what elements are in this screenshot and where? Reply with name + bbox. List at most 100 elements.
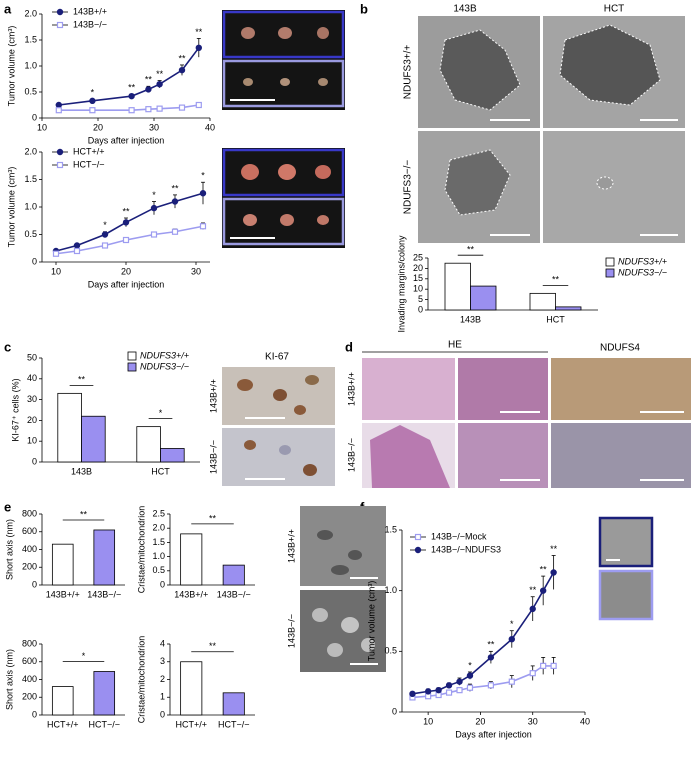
y-tick-label: 0.5	[152, 565, 165, 575]
column-label: NDUFS4	[600, 343, 640, 354]
y-tick-label: 2.5	[152, 508, 165, 518]
column-label: HE	[448, 340, 462, 351]
x-tick-label: 30	[191, 266, 201, 276]
histology-images	[362, 358, 691, 488]
y-tick-label: 25	[413, 252, 423, 262]
y-tick-label: 0	[32, 256, 37, 266]
marker	[156, 80, 163, 88]
marker	[128, 92, 135, 100]
y-tick-label: 200	[22, 562, 37, 572]
x-tick-label: 143B−/−	[87, 589, 121, 599]
y-tick-label: 4	[160, 638, 165, 648]
x-tick-label: 20	[475, 716, 485, 726]
significance: *	[468, 660, 472, 670]
column-label: 143B	[453, 4, 477, 15]
y-tick-label: 5	[418, 294, 423, 304]
x-tick-label: 40	[205, 122, 215, 132]
significance: **	[209, 513, 217, 523]
y-tick-label: 0	[32, 579, 37, 589]
panel-letter: d	[345, 339, 353, 354]
y-tick-label: 0	[418, 304, 423, 314]
y-tick-label: 1.0	[24, 60, 37, 70]
marker	[145, 86, 152, 93]
panel-letter: b	[360, 1, 368, 16]
significance: **	[122, 206, 130, 216]
y-tick-label: 600	[22, 656, 37, 666]
em-images	[300, 506, 386, 672]
bar	[180, 661, 203, 716]
x-tick-label: HCT−/−	[218, 719, 250, 729]
x-axis-label: Days after injection	[455, 729, 532, 739]
significance: **	[78, 375, 86, 385]
row-label: 143B+/+	[208, 379, 218, 413]
marker	[424, 688, 432, 695]
y-tick-label: 2.0	[152, 523, 165, 533]
bar	[136, 426, 161, 463]
significance: **	[209, 641, 217, 651]
row-label: 143B+/+	[286, 529, 296, 563]
marker	[414, 546, 422, 554]
marker	[122, 236, 130, 244]
y-axis-label: Cristae/mitochondrion	[136, 636, 146, 724]
x-tick-label: HCT−/−	[88, 719, 120, 729]
invasion-micrographs	[418, 16, 685, 243]
marker	[56, 8, 64, 16]
significance: **	[145, 75, 153, 85]
marker	[456, 678, 463, 685]
marker	[445, 689, 453, 696]
y-tick-label: 50	[27, 352, 37, 362]
marker	[195, 44, 202, 52]
x-tick-label: 10	[51, 266, 61, 276]
x-tick-label: 40	[580, 716, 590, 726]
marker	[55, 101, 63, 109]
marker	[56, 148, 64, 156]
bar	[222, 692, 245, 716]
marker	[145, 106, 152, 113]
panel-letter: e	[4, 499, 11, 514]
legend-label: 143B−/−NDUFS3	[431, 544, 501, 554]
y-axis-label: Short axis (nm)	[4, 519, 14, 580]
ki67-micrographs	[222, 367, 335, 486]
y-tick-label: 2	[160, 674, 165, 684]
marker	[178, 66, 186, 74]
x-tick-label: 143B−/−	[217, 589, 251, 599]
legend-swatch	[605, 268, 615, 278]
x-tick-label: HCT+/+	[175, 719, 207, 729]
x-tick-label: 20	[93, 122, 103, 132]
legend-label: 143B−/−Mock	[431, 531, 487, 541]
marker	[101, 231, 109, 238]
bar	[529, 292, 556, 311]
y-tick-label: 1.0	[384, 585, 397, 595]
bar	[444, 262, 471, 311]
marker	[550, 662, 557, 669]
marker	[466, 684, 474, 691]
marker	[539, 587, 547, 594]
x-tick-label: 143B+/+	[174, 589, 208, 599]
significance: **	[171, 183, 179, 193]
legend-swatch	[605, 257, 615, 267]
marker	[529, 670, 536, 677]
y-tick-label: 600	[22, 526, 37, 536]
x-tick-label: HCT	[151, 466, 170, 476]
y-tick-label: 800	[22, 638, 37, 648]
marker	[550, 569, 557, 576]
y-axis-label: Tumor volume (cm³)	[6, 167, 16, 248]
y-tick-label: 2.0	[24, 8, 37, 18]
marker	[508, 636, 515, 643]
marker	[171, 228, 179, 235]
x-axis-label: Days after injection	[88, 279, 165, 289]
bar	[160, 448, 185, 463]
marker	[89, 97, 96, 105]
legend-label: NDUFS3+/+	[140, 350, 189, 360]
legend-label: NDUFS3−/−	[140, 361, 189, 371]
legend-label: NDUFS3−/−	[618, 267, 667, 277]
significance: **	[552, 275, 560, 285]
y-tick-label: 0.5	[24, 229, 37, 239]
significance: **	[156, 69, 164, 79]
marker	[508, 678, 515, 685]
image-title: KI-67	[265, 352, 289, 363]
tumor-photos	[222, 10, 345, 248]
marker	[171, 198, 179, 205]
marker	[529, 605, 536, 613]
